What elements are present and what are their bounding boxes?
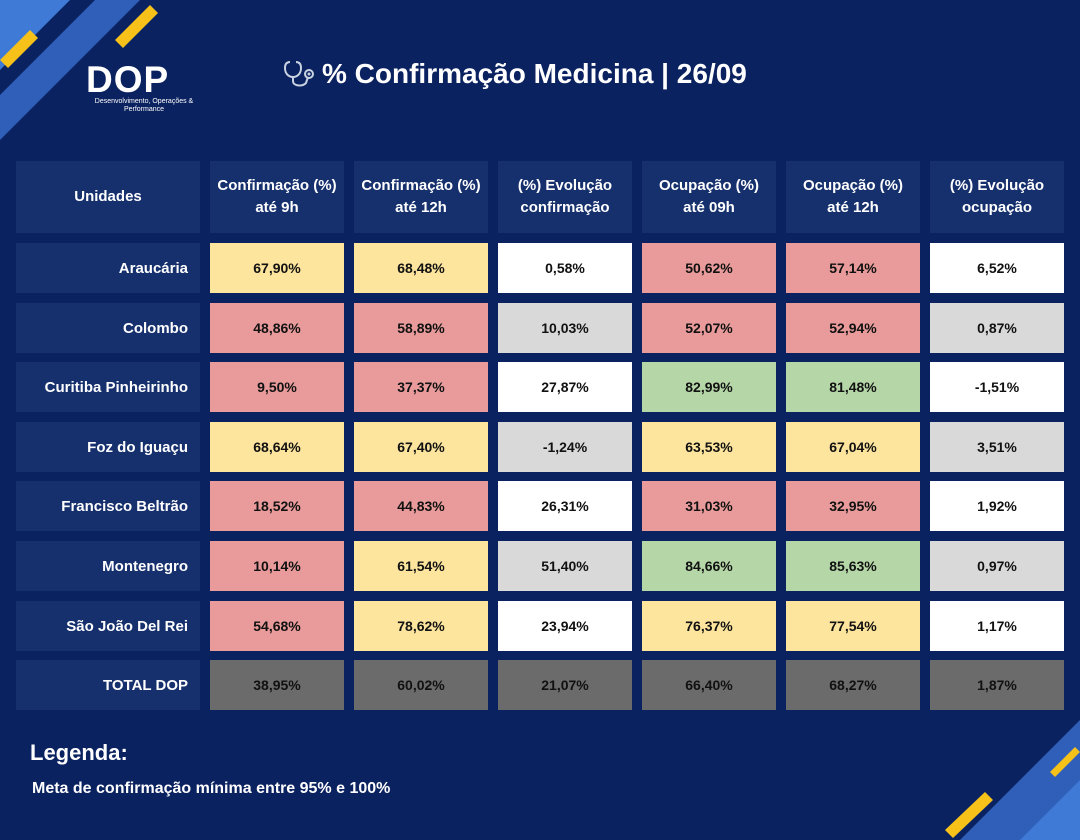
value-cell: 57,14% xyxy=(786,243,920,293)
value-cell: 68,27% xyxy=(786,660,920,710)
value-cell: 61,54% xyxy=(354,541,488,591)
value-cell: 82,99% xyxy=(642,362,776,412)
column-header-3: (%) Evolução confirmação xyxy=(498,161,632,233)
value-cell: 84,66% xyxy=(642,541,776,591)
unit-name-cell: Curitiba Pinheirinho xyxy=(16,362,200,412)
value-cell: 18,52% xyxy=(210,481,344,531)
value-cell: 58,89% xyxy=(354,303,488,353)
unit-name-cell: São João Del Rei xyxy=(16,601,200,651)
unit-name-cell: TOTAL DOP xyxy=(16,660,200,710)
value-cell: 52,07% xyxy=(642,303,776,353)
value-cell: 9,50% xyxy=(210,362,344,412)
value-cell: 44,83% xyxy=(354,481,488,531)
value-cell: 81,48% xyxy=(786,362,920,412)
value-cell: 54,68% xyxy=(210,601,344,651)
value-cell: 77,54% xyxy=(786,601,920,651)
value-cell: 50,62% xyxy=(642,243,776,293)
value-cell: 38,95% xyxy=(210,660,344,710)
value-cell: 67,04% xyxy=(786,422,920,472)
value-cell: 23,94% xyxy=(498,601,632,651)
value-cell: 1,92% xyxy=(930,481,1064,531)
value-cell: 63,53% xyxy=(642,422,776,472)
legend-text: Meta de confirmação mínima entre 95% e 1… xyxy=(32,780,391,797)
unit-name-cell: Francisco Beltrão xyxy=(16,481,200,531)
column-header-1: Confirmação (%) até 9h xyxy=(210,161,344,233)
value-cell: 68,64% xyxy=(210,422,344,472)
value-cell: 1,17% xyxy=(930,601,1064,651)
value-cell: 6,52% xyxy=(930,243,1064,293)
value-cell: -1,24% xyxy=(498,422,632,472)
unit-name-cell: Montenegro xyxy=(16,541,200,591)
value-cell: 60,02% xyxy=(354,660,488,710)
value-cell: 0,97% xyxy=(930,541,1064,591)
value-cell: -1,51% xyxy=(930,362,1064,412)
value-cell: 31,03% xyxy=(642,481,776,531)
value-cell: 26,31% xyxy=(498,481,632,531)
value-cell: 67,90% xyxy=(210,243,344,293)
page-title: % Confirmação Medicina | 26/09 xyxy=(282,54,747,94)
column-header-4: Ocupação (%) até 09h xyxy=(642,161,776,233)
legend-title: Legenda: xyxy=(30,740,128,765)
logo-text: DOP xyxy=(86,59,170,100)
value-cell: 78,62% xyxy=(354,601,488,651)
value-cell: 3,51% xyxy=(930,422,1064,472)
value-cell: 68,48% xyxy=(354,243,488,293)
column-header-unidades: Unidades xyxy=(16,161,200,233)
value-cell: 1,87% xyxy=(930,660,1064,710)
value-cell: 32,95% xyxy=(786,481,920,531)
unit-name-cell: Araucária xyxy=(16,243,200,293)
value-cell: 10,14% xyxy=(210,541,344,591)
value-cell: 67,40% xyxy=(354,422,488,472)
column-header-5: Ocupação (%) até 12h xyxy=(786,161,920,233)
dop-logo: DOP Desenvolvimento, Operações & Perform… xyxy=(86,60,198,118)
value-cell: 10,03% xyxy=(498,303,632,353)
logo-subtitle: Desenvolvimento, Operações & Performance xyxy=(94,98,194,113)
unit-name-cell: Foz do Iguaçu xyxy=(16,422,200,472)
unit-name-cell: Colombo xyxy=(16,303,200,353)
column-header-2: Confirmação (%) até 12h xyxy=(354,161,488,233)
value-cell: 51,40% xyxy=(498,541,632,591)
column-header-6: (%) Evolução ocupação xyxy=(930,161,1064,233)
value-cell: 85,63% xyxy=(786,541,920,591)
value-cell: 0,58% xyxy=(498,243,632,293)
value-cell: 37,37% xyxy=(354,362,488,412)
stethoscope-icon xyxy=(283,61,314,87)
value-cell: 21,07% xyxy=(498,660,632,710)
page-title-text: % Confirmação Medicina | 26/09 xyxy=(322,58,747,89)
value-cell: 27,87% xyxy=(498,362,632,412)
bottom-right-decoration xyxy=(945,720,1080,840)
value-cell: 0,87% xyxy=(930,303,1064,353)
value-cell: 76,37% xyxy=(642,601,776,651)
value-cell: 48,86% xyxy=(210,303,344,353)
value-cell: 52,94% xyxy=(786,303,920,353)
value-cell: 66,40% xyxy=(642,660,776,710)
